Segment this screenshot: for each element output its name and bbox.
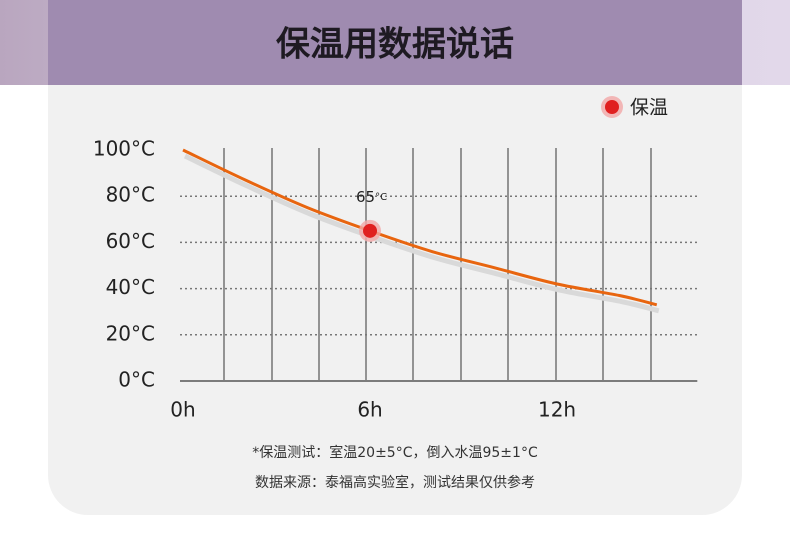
note: 数据来源：泰福高实验室，测试结果仅供参考: [255, 474, 535, 491]
y-tick-label: 100°C: [93, 137, 155, 161]
y-tick-label: 60°C: [106, 229, 155, 253]
x-tick-label: 12h: [538, 398, 576, 422]
annotation-label: 65°C: [356, 188, 387, 206]
x-tick-label: 6h: [357, 398, 382, 422]
vertical-lines: [223, 148, 652, 380]
highlight-point: [363, 223, 378, 238]
line: [182, 148, 658, 307]
annotation-value: 65: [356, 188, 375, 206]
chart-title: 保温用数据说话: [276, 25, 514, 65]
legend-label: 保温: [630, 97, 668, 119]
note: *保温测试：室温20±5°C，倒入水温95±1°C: [252, 444, 538, 461]
line-shadow: [183, 153, 660, 314]
card: [48, 0, 742, 515]
y-tick-label: 20°C: [106, 321, 155, 345]
y-tick-label: 40°C: [106, 275, 155, 299]
y-tick-label: 80°C: [106, 183, 155, 207]
annotation-unit: °C: [375, 192, 387, 203]
y-tick-label: 0°C: [118, 368, 155, 392]
title-banner: [48, 0, 742, 85]
x-tick-label: 0h: [170, 398, 195, 422]
legend-marker: [605, 100, 619, 114]
